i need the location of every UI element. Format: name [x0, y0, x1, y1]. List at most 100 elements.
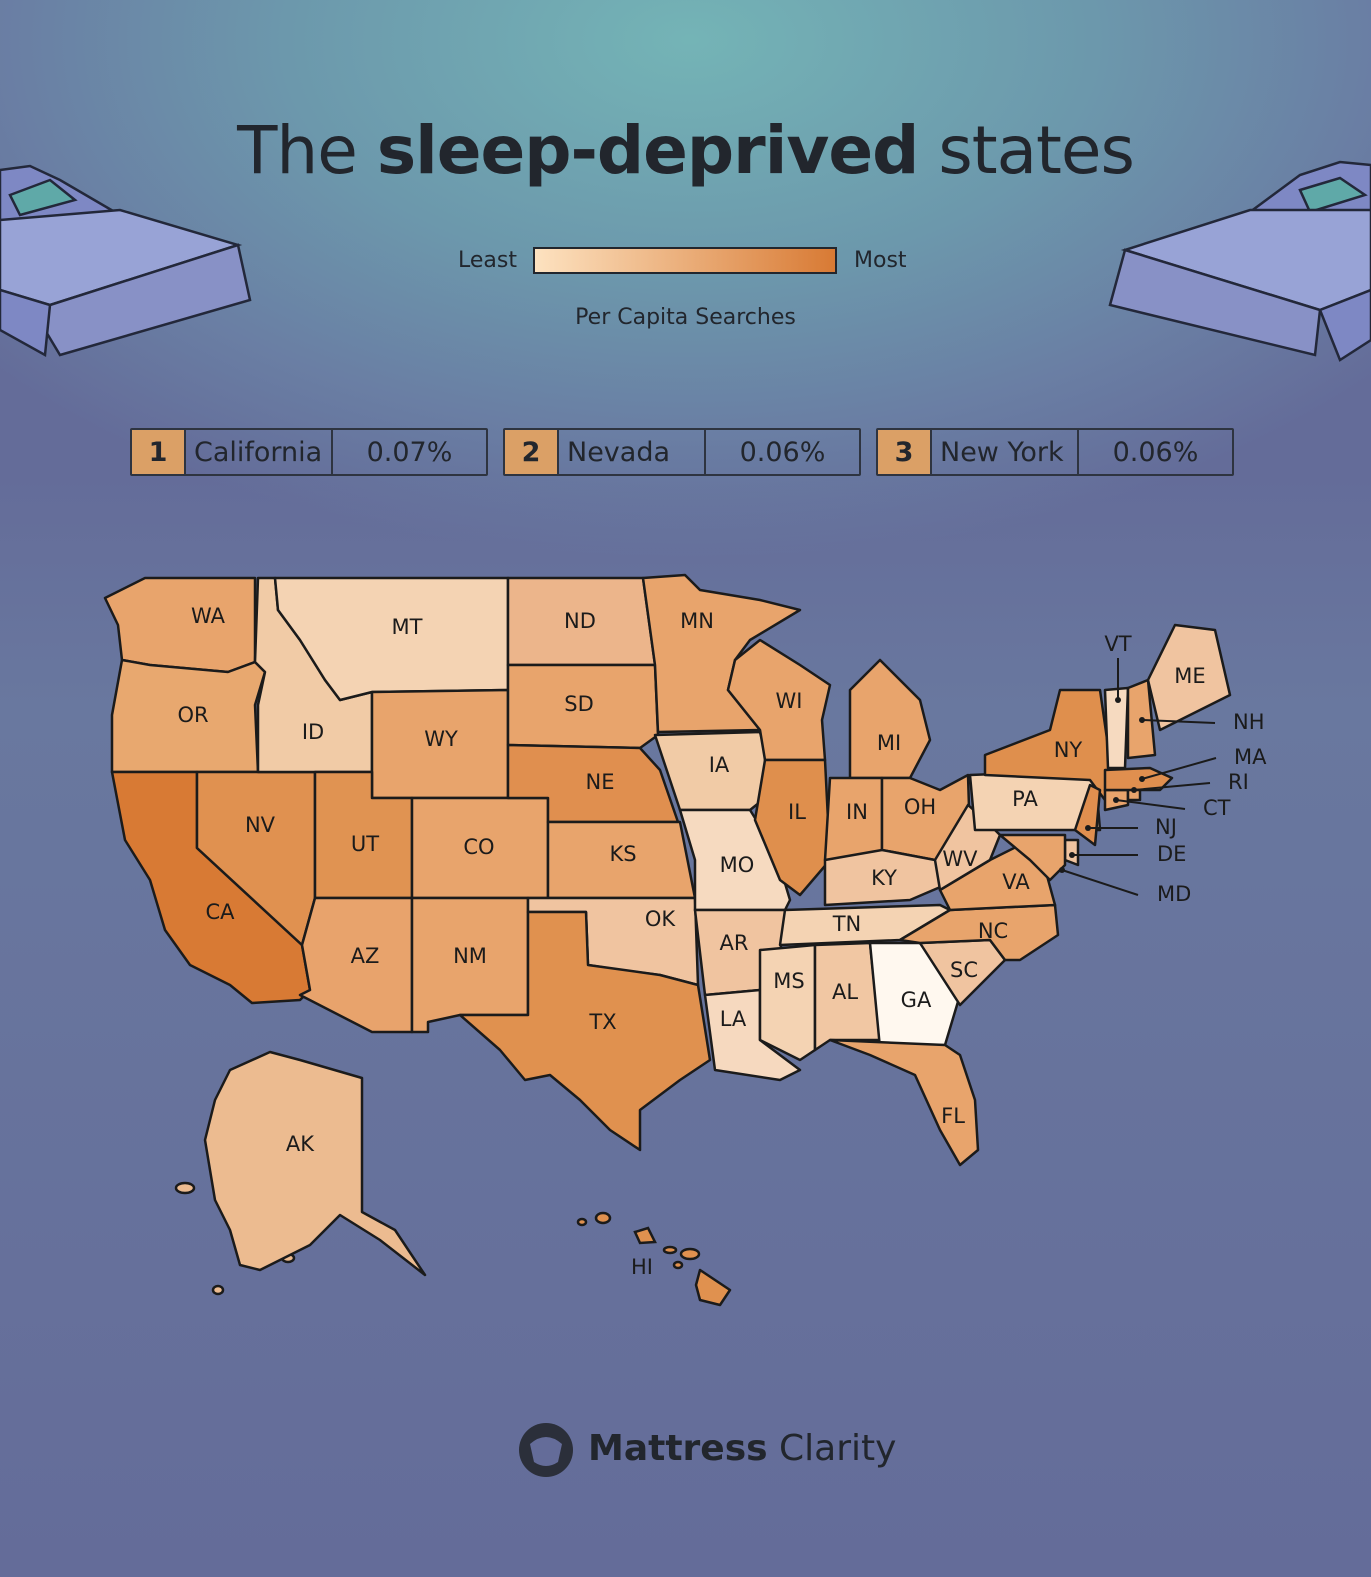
state [758, 943, 817, 1062]
state-label: KS [609, 842, 636, 866]
state-label: WY [424, 727, 458, 751]
state-label: VA [1002, 870, 1030, 894]
state-label: NY [1054, 738, 1083, 762]
hawaii-islands [576, 1211, 701, 1270]
leader-dot [1059, 867, 1065, 873]
state [1103, 766, 1174, 792]
state-label: NM [453, 944, 487, 968]
state-label: NH [1233, 710, 1265, 734]
state-label: AL [832, 980, 858, 1004]
state-label: NJ [1155, 815, 1177, 839]
leader-line [1133, 782, 1211, 791]
state [506, 663, 660, 750]
state-label: GA [901, 988, 932, 1012]
leader-line [1141, 757, 1217, 780]
state-name: California [186, 430, 333, 474]
state-label: SD [564, 692, 594, 716]
state-label: IL [788, 800, 806, 824]
title: The sleep-deprived states [0, 112, 1371, 189]
state-label: ID [302, 720, 324, 744]
state-label: MO [720, 853, 755, 877]
title-post: states [938, 112, 1135, 189]
leader-line [1141, 719, 1216, 724]
state [1146, 623, 1232, 732]
leader-dot [1139, 776, 1145, 782]
state [1103, 686, 1130, 770]
leader-dot [1113, 797, 1119, 803]
state [998, 833, 1067, 882]
state [694, 1268, 732, 1307]
legend-high: Most [854, 248, 907, 273]
state [828, 1038, 980, 1167]
state-label: OH [904, 795, 936, 819]
state-label: WV [942, 847, 978, 871]
state-label: RI [1228, 770, 1249, 794]
state [848, 658, 932, 780]
leader-line [1061, 869, 1139, 896]
title-bold: sleep-deprived [376, 112, 920, 189]
state [641, 573, 802, 734]
legend-low: Least [458, 248, 517, 273]
state-label: VT [1104, 632, 1131, 656]
rank: 2 [505, 430, 559, 474]
state-label: MN [680, 609, 714, 633]
state-name: New York [932, 430, 1079, 474]
state-label: MT [392, 615, 423, 639]
rank: 1 [132, 430, 186, 474]
state-label: LA [720, 1007, 747, 1031]
state [203, 1050, 427, 1277]
brand-logo [519, 1423, 573, 1477]
state-label: HI [631, 1255, 653, 1279]
brand: Mattress Clarity [588, 1428, 896, 1469]
state-label: MS [773, 969, 804, 993]
state-label: ND [564, 609, 596, 633]
legend-bar [533, 247, 837, 274]
bed-right [1108, 160, 1371, 362]
state [458, 910, 712, 1152]
state-label: NV [245, 813, 276, 837]
state-label: AR [720, 931, 749, 955]
state-label: OR [177, 703, 208, 727]
state-label: NC [978, 919, 1008, 943]
state-label: MD [1157, 882, 1191, 906]
bed-left [0, 164, 252, 358]
leader-dot [1069, 852, 1075, 858]
state-value: 0.06% [739, 436, 826, 468]
top-entry: 2 Nevada 0.06% [503, 428, 861, 476]
state-label: PA [1012, 787, 1038, 811]
state-label: NE [586, 770, 615, 794]
state-label: DE [1157, 842, 1186, 866]
state-label: OK [645, 907, 677, 931]
state-value: 0.06% [1112, 436, 1199, 468]
brand-bold: Mattress [588, 1428, 768, 1469]
state-label: MI [877, 731, 901, 755]
state [110, 658, 267, 774]
state-label: AK [286, 1132, 315, 1156]
state-value: 0.07% [366, 436, 453, 468]
leader-dot [1115, 697, 1121, 703]
state-label: IN [846, 800, 868, 824]
leader-dot [1139, 717, 1145, 723]
state-label: AZ [351, 944, 380, 968]
state-label: TX [588, 1010, 616, 1034]
state-label: UT [351, 832, 379, 856]
state-label: WA [191, 604, 226, 628]
state-label: MA [1234, 745, 1267, 769]
state-label: SC [950, 958, 978, 982]
state-label: FL [941, 1104, 965, 1128]
state-label: IA [709, 753, 730, 777]
title-pre: The [237, 112, 358, 189]
leader-dot [1085, 825, 1091, 831]
state-label: CT [1203, 796, 1231, 820]
legend-caption: Per Capita Searches [575, 305, 796, 330]
top-entry: 3 New York 0.06% [876, 428, 1234, 476]
state [753, 758, 832, 897]
state [726, 638, 832, 762]
leader-dot [1131, 787, 1137, 793]
state-label: TN [832, 912, 862, 936]
state-name: Nevada [559, 430, 706, 474]
state [103, 576, 257, 674]
state [1073, 783, 1102, 847]
